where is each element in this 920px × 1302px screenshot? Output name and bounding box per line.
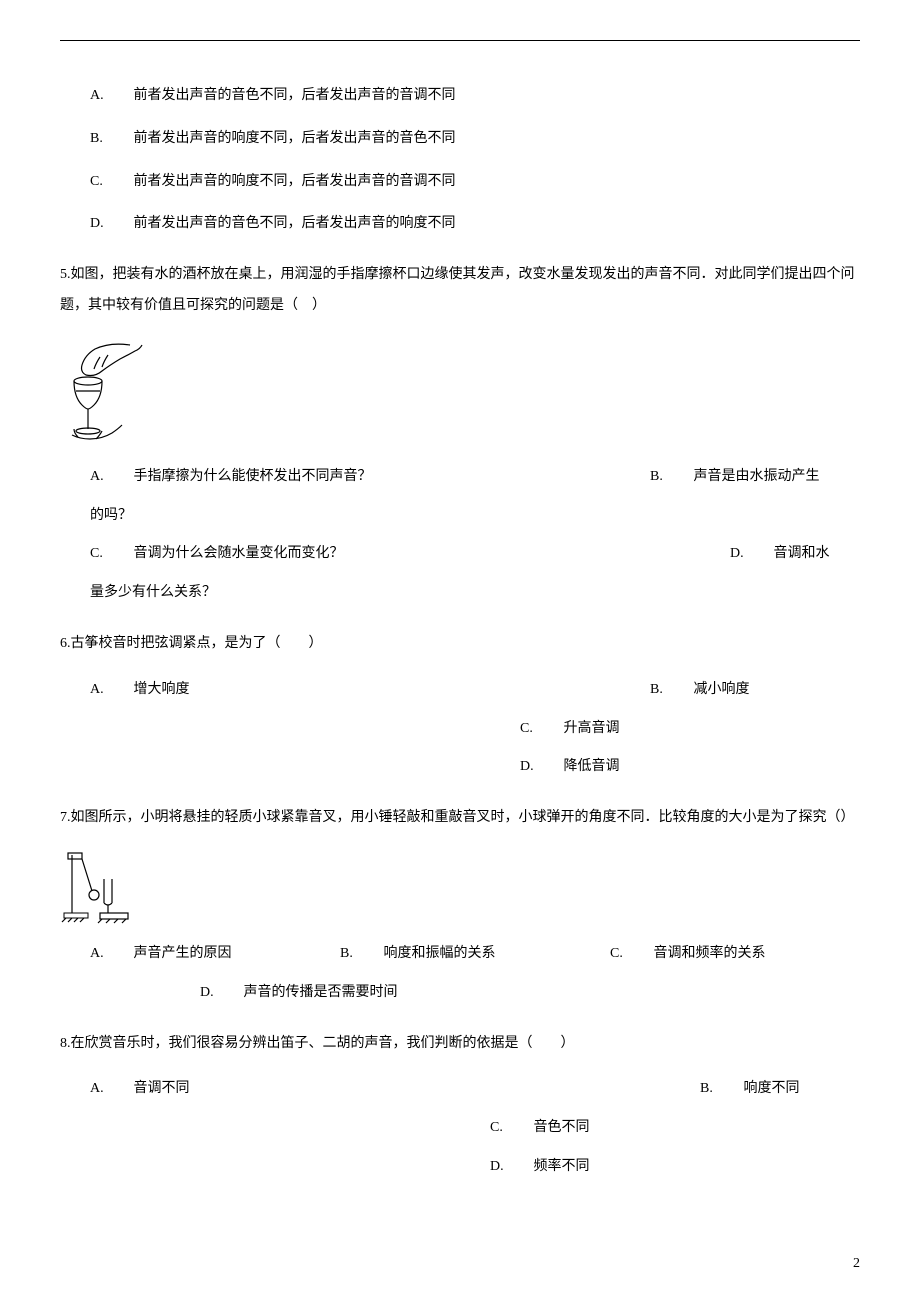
- q8-option-d: D. 频率不同: [490, 1152, 590, 1183]
- option-label-b: B.: [90, 124, 130, 155]
- option-label-b: B.: [650, 462, 690, 493]
- q7-option-b-text: 响度和振幅的关系: [384, 946, 496, 961]
- q6-option-c: C. 升高音调: [520, 714, 620, 745]
- q4-option-c: C. 前者发出声音的响度不同，后者发出声音的音调不同: [60, 167, 860, 198]
- q5-option-a: A. 手指摩擦为什么能使杯发出不同声音？: [90, 462, 372, 493]
- q7-option-c: C. 音调和频率的关系: [610, 939, 766, 970]
- q6-row-c: C. 升高音调: [90, 714, 860, 745]
- q6-option-a: A. 增大响度: [90, 675, 190, 706]
- option-label-d: D.: [520, 752, 560, 783]
- option-label-d: D.: [200, 978, 240, 1009]
- q5-figure: [60, 337, 860, 447]
- option-label-a: A.: [90, 939, 130, 970]
- q8-row-ab: A. 音调不同 B. 响度不同: [90, 1074, 860, 1105]
- q6-option-c-text: 升高音调: [564, 721, 620, 736]
- option-label-b: B.: [340, 939, 380, 970]
- q6-row-ab: A. 增大响度 B. 减小响度: [90, 675, 860, 706]
- q8-text: 8.在欣赏音乐时，我们很容易分辨出笛子、二胡的声音，我们判断的依据是（ ）: [60, 1029, 860, 1060]
- q7-row-d: D. 声音的传播是否需要时间: [90, 978, 860, 1009]
- q5-option-c: C. 音调为什么会随水量变化而变化？: [90, 539, 344, 570]
- option-label-c: C.: [490, 1113, 530, 1144]
- page-number: 2: [853, 1256, 860, 1272]
- option-label-c: C.: [90, 167, 130, 198]
- q6-row-d: D. 降低音调: [90, 752, 860, 783]
- q5-row-b-cont: 的吗？: [90, 501, 860, 532]
- q5-row-cd: C. 音调为什么会随水量变化而变化？ D. 音调和水: [90, 539, 860, 570]
- q8-option-b-text: 响度不同: [744, 1081, 800, 1096]
- q6-option-b-text: 减小响度: [694, 682, 750, 697]
- tuning-fork-ball-icon: [60, 849, 138, 924]
- q7-option-a: A. 声音产生的原因: [90, 939, 232, 970]
- q8-option-a-text: 音调不同: [134, 1081, 190, 1096]
- q5-option-a-text: 手指摩擦为什么能使杯发出不同声音？: [134, 469, 372, 484]
- q7-option-b: B. 响度和振幅的关系: [340, 939, 496, 970]
- q5-option-b: B. 声音是由水振动产生: [650, 462, 820, 493]
- q7-text: 7.如图所示，小明将悬挂的轻质小球紧靠音叉，用小锤轻敲和重敲音叉时，小球弹开的角…: [60, 803, 860, 834]
- q4-option-b: B. 前者发出声音的响度不同，后者发出声音的音色不同: [60, 124, 860, 155]
- q5-text: 5.如图，把装有水的酒杯放在桌上，用润湿的手指摩擦杯口边缘使其发声，改变水量发现…: [60, 260, 860, 322]
- q4-option-a-text: 前者发出声音的音色不同，后者发出声音的音调不同: [134, 88, 456, 103]
- q7-row-abc: A. 声音产生的原因 B. 响度和振幅的关系 C. 音调和频率的关系: [90, 939, 860, 970]
- wine-glass-hand-icon: [60, 337, 150, 447]
- q5-option-d-text: 音调和水: [774, 546, 830, 561]
- q4-options-block: A. 前者发出声音的音色不同，后者发出声音的音调不同 B. 前者发出声音的响度不…: [60, 81, 860, 240]
- option-label-b: B.: [650, 675, 690, 706]
- q5-option-d: D. 音调和水: [730, 539, 830, 570]
- q7-option-a-text: 声音产生的原因: [134, 946, 232, 961]
- q6-options-block: A. 增大响度 B. 减小响度 C. 升高音调 D. 降低音调: [60, 675, 860, 783]
- divider-line: [60, 40, 860, 41]
- q6-text: 6.古筝校音时把弦调紧点，是为了（ ）: [60, 629, 860, 660]
- q5-row-ab: A. 手指摩擦为什么能使杯发出不同声音？ B. 声音是由水振动产生: [90, 462, 860, 493]
- q4-option-d-text: 前者发出声音的音色不同，后者发出声音的响度不同: [134, 216, 456, 231]
- option-label-b: B.: [700, 1074, 740, 1105]
- option-label-c: C.: [90, 539, 130, 570]
- q5-option-c-text: 音调为什么会随水量变化而变化？: [134, 546, 344, 561]
- q8-option-b: B. 响度不同: [700, 1074, 800, 1105]
- q8-option-a: A. 音调不同: [90, 1074, 190, 1105]
- q8-row-c: C. 音色不同: [90, 1113, 860, 1144]
- q5-options-block: A. 手指摩擦为什么能使杯发出不同声音？ B. 声音是由水振动产生 的吗？ C.…: [60, 462, 860, 609]
- q5-option-d-cont: 量多少有什么关系？: [90, 585, 216, 600]
- option-label-c: C.: [520, 714, 560, 745]
- q8-option-c-text: 音色不同: [534, 1120, 590, 1135]
- q5-option-b-cont: 的吗？: [90, 508, 132, 523]
- q8-option-d-text: 频率不同: [534, 1159, 590, 1174]
- q6-option-d: D. 降低音调: [520, 752, 620, 783]
- option-label-d: D.: [730, 539, 770, 570]
- option-label-a: A.: [90, 81, 130, 112]
- q6-option-d-text: 降低音调: [564, 759, 620, 774]
- q6-option-b: B. 减小响度: [650, 675, 750, 706]
- q4-option-c-text: 前者发出声音的响度不同，后者发出声音的音调不同: [134, 174, 456, 189]
- q8-option-c: C. 音色不同: [490, 1113, 590, 1144]
- option-label-c: C.: [610, 939, 650, 970]
- q4-option-d: D. 前者发出声音的音色不同，后者发出声音的响度不同: [60, 209, 860, 240]
- q4-option-a: A. 前者发出声音的音色不同，后者发出声音的音调不同: [60, 81, 860, 112]
- q7-option-c-text: 音调和频率的关系: [654, 946, 766, 961]
- option-label-d: D.: [90, 209, 130, 240]
- q5-option-b-text: 声音是由水振动产生: [694, 469, 820, 484]
- option-label-d: D.: [490, 1152, 530, 1183]
- q4-option-b-text: 前者发出声音的响度不同，后者发出声音的音色不同: [134, 131, 456, 146]
- q5-row-d-cont: 量多少有什么关系？: [90, 578, 860, 609]
- q7-option-d: D. 声音的传播是否需要时间: [200, 978, 398, 1009]
- q8-row-d: D. 频率不同: [90, 1152, 860, 1183]
- q7-option-d-text: 声音的传播是否需要时间: [244, 985, 398, 1000]
- q6-option-a-text: 增大响度: [134, 682, 190, 697]
- option-label-a: A.: [90, 1074, 130, 1105]
- option-label-a: A.: [90, 462, 130, 493]
- q8-options-block: A. 音调不同 B. 响度不同 C. 音色不同 D. 频率不同: [60, 1074, 860, 1182]
- option-label-a: A.: [90, 675, 130, 706]
- q7-options-block: A. 声音产生的原因 B. 响度和振幅的关系 C. 音调和频率的关系 D. 声音…: [60, 939, 860, 1009]
- q7-figure: [60, 849, 860, 924]
